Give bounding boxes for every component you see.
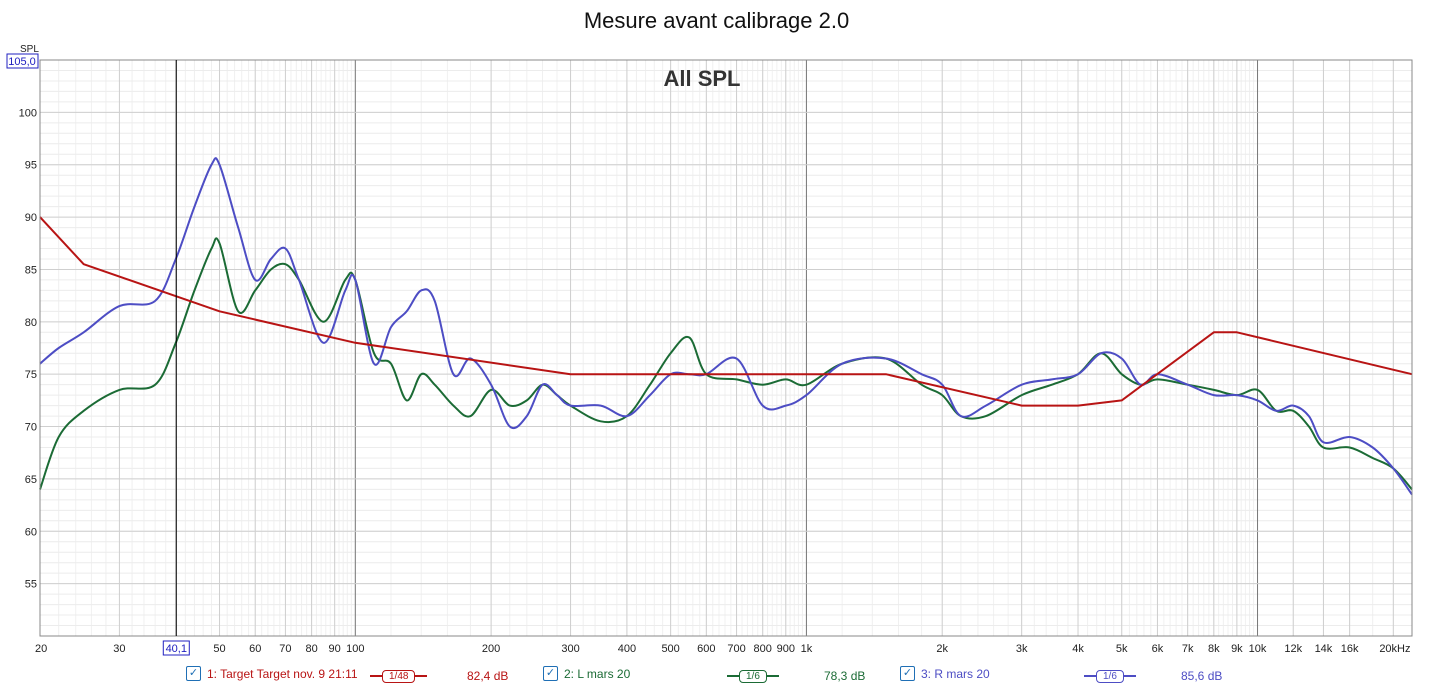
- x-tick-label: 700: [727, 643, 745, 655]
- x-tick-label: 5k: [1116, 643, 1128, 655]
- x-tick-label: 200: [482, 643, 500, 655]
- x-tick-label: 14k: [1315, 643, 1333, 655]
- frequency-cursor[interactable]: 40,1: [162, 60, 190, 656]
- x-tick-label: 2k: [936, 643, 948, 655]
- cursor-readout: 40,1: [166, 643, 187, 655]
- x-tick-label: 8k: [1208, 643, 1220, 655]
- series-group: [39, 157, 1413, 496]
- smoothing-target[interactable]: 1/48: [370, 668, 428, 683]
- legend-swatch-target: [370, 674, 382, 677]
- x-tick-label: 6k: [1152, 643, 1164, 655]
- x-tick-label: 10k: [1249, 643, 1267, 655]
- series-line-r: [39, 157, 1413, 496]
- x-axis-ticks: 20 30 50 60 70 80 90 100 200 300 400 500 600 700 800 90…: [35, 643, 1411, 655]
- y-tick-label: 70: [25, 422, 37, 434]
- x-tick-label: 7k: [1182, 643, 1194, 655]
- legend-swatch-l-right: [766, 674, 779, 677]
- x-tick-label: 100: [346, 643, 364, 655]
- legend-swatch-r: [1084, 674, 1096, 677]
- legend-item-l[interactable]: ✓ 2: L mars 20: [543, 666, 630, 681]
- x-tick-label: 4k: [1072, 643, 1084, 655]
- y-tick-label: 55: [25, 579, 37, 591]
- legend: ✓ 1: Target Target nov. 9 21:11 1/48 82,…: [0, 664, 1433, 688]
- legend-swatch-l: [727, 674, 739, 677]
- smoothing-pill-l: 1/6: [739, 670, 767, 683]
- checkbox-r[interactable]: ✓: [900, 666, 915, 681]
- y-tick-label: 85: [25, 264, 37, 276]
- x-tick-label: 60: [249, 643, 261, 655]
- x-tick-label: 12k: [1284, 643, 1302, 655]
- x-tick-label: 3k: [1016, 643, 1028, 655]
- y-top-readout[interactable]: 105,0: [6, 53, 39, 69]
- readout-r: 85,6 dB: [1181, 669, 1223, 683]
- y-tick-label: 95: [25, 160, 37, 172]
- series-line-target: [39, 216, 1413, 407]
- legend-item-target[interactable]: ✓ 1: Target Target nov. 9 21:11: [186, 666, 358, 681]
- checkbox-target[interactable]: ✓: [186, 666, 201, 681]
- x-tick-label: 50: [213, 643, 225, 655]
- y-tick-label: 75: [25, 369, 37, 381]
- series-line-l: [39, 237, 1413, 491]
- y-tick-label: 65: [25, 474, 37, 486]
- x-tick-label: 800: [754, 643, 772, 655]
- chart-subtitle: All SPL: [663, 66, 740, 91]
- x-tick-label: 20kHz: [1379, 643, 1410, 655]
- y-tick-label: 90: [25, 212, 37, 224]
- x-tick-label: 20: [35, 643, 47, 655]
- legend-label-l: 2: L mars 20: [564, 666, 631, 681]
- x-tick-label: 1k: [801, 643, 813, 655]
- x-tick-label: 600: [697, 643, 715, 655]
- y-tick-label: 60: [25, 526, 37, 538]
- x-tick-label: 30: [113, 643, 125, 655]
- grid: [39, 59, 1413, 637]
- checkbox-l[interactable]: ✓: [543, 666, 558, 681]
- x-tick-label: 300: [561, 643, 579, 655]
- smoothing-pill-target: 1/48: [382, 670, 416, 683]
- x-tick-label: 90: [329, 643, 341, 655]
- y-tick-label: 100: [19, 107, 37, 119]
- x-tick-label: 900: [777, 643, 795, 655]
- x-tick-label: 16k: [1341, 643, 1359, 655]
- y-axis-label: SPL: [20, 44, 39, 55]
- y-axis-ticks: 55 60 65 70 75 80 85 90 95 100: [19, 107, 37, 590]
- smoothing-l[interactable]: 1/6: [727, 668, 779, 683]
- y-tick-label: 80: [25, 317, 37, 329]
- legend-label-target: 1: Target Target nov. 9 21:11: [207, 666, 358, 681]
- x-tick-label: 9k: [1231, 643, 1243, 655]
- plot-frame: [39, 59, 1413, 637]
- x-tick-label: 80: [305, 643, 317, 655]
- chart-title: Mesure avant calibrage 2.0: [583, 8, 850, 33]
- y-top-readout-value: 105,0: [8, 56, 36, 68]
- x-tick-label: 400: [618, 643, 636, 655]
- readout-l: 78,3 dB: [824, 669, 866, 683]
- smoothing-pill-r: 1/6: [1096, 670, 1124, 683]
- x-tick-label: 70: [279, 643, 291, 655]
- x-tick-label: 500: [661, 643, 679, 655]
- smoothing-r[interactable]: 1/6: [1084, 668, 1136, 683]
- readout-target: 82,4 dB: [467, 669, 509, 683]
- legend-swatch-r-right: [1123, 674, 1136, 677]
- legend-item-r[interactable]: ✓ 3: R mars 20: [900, 666, 990, 681]
- legend-swatch-target-right: [415, 674, 428, 677]
- legend-label-r: 3: R mars 20: [921, 666, 990, 681]
